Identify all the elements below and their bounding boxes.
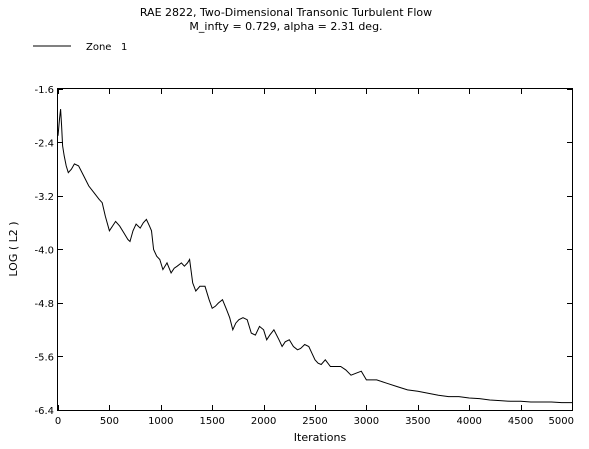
- legend-label: Zone 1: [86, 42, 127, 53]
- y-tick-label: -1.6: [34, 85, 54, 96]
- x-tick-label: 1000: [148, 416, 173, 427]
- series-line-zone-1: [57, 109, 572, 404]
- x-tick-label: 5000: [549, 416, 574, 427]
- x-tick-label: 4000: [456, 416, 481, 427]
- y-tick-label: -4.0: [34, 246, 54, 257]
- x-tick-label: 500: [100, 416, 119, 427]
- y-tick-label: -6.4: [34, 406, 54, 417]
- y-tick-label: -3.2: [34, 192, 54, 203]
- x-axis-label: Iterations: [294, 431, 347, 444]
- y-tick-label: -4.8: [34, 299, 54, 310]
- x-tick-label: 2000: [251, 416, 276, 427]
- x-tick-label: 4500: [508, 416, 533, 427]
- chart-title: RAE 2822, Two-Dimensional Transonic Turb…: [140, 6, 432, 19]
- y-tick-label: -5.6: [34, 353, 54, 364]
- y-tick-label: -2.4: [34, 139, 54, 150]
- x-tick-label: 1500: [199, 416, 224, 427]
- plot-frame: [57, 88, 573, 411]
- x-tick-label: 3000: [354, 416, 379, 427]
- x-tick-label: 2500: [302, 416, 327, 427]
- legend: Zone 1: [33, 42, 127, 53]
- chart-subtitle: M_infty = 0.729, alpha = 2.31 deg.: [189, 20, 382, 33]
- y-axis: -1.6 -2.4 -3.2 -4.0 -4.8 -5.6 -6.4: [34, 85, 572, 417]
- x-tick-label: 3500: [405, 416, 430, 427]
- x-tick-label: 0: [55, 416, 61, 427]
- y-axis-label: LOG ( L2 ): [7, 221, 20, 276]
- x-axis: 0 500 1000 1500 2000 2500 3000 3500 4000 4500 5000: [55, 89, 574, 427]
